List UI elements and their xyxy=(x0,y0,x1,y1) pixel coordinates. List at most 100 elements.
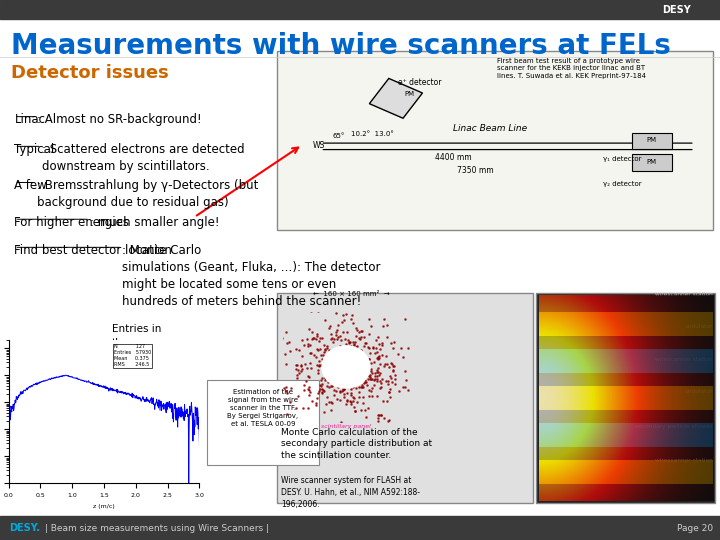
Point xyxy=(355,326,366,335)
Point xyxy=(418,316,430,325)
Point xyxy=(364,372,376,381)
Point xyxy=(356,382,368,391)
Point xyxy=(302,372,314,381)
Point xyxy=(281,383,292,391)
Point xyxy=(324,397,336,406)
Point xyxy=(361,403,373,412)
Point xyxy=(333,292,344,300)
Point xyxy=(325,333,337,342)
Bar xyxy=(0,516,720,540)
Point xyxy=(397,353,409,362)
Point xyxy=(330,327,342,336)
Point xyxy=(374,369,386,377)
Bar xyxy=(277,293,533,503)
Bar xyxy=(632,133,672,149)
Point xyxy=(348,340,360,349)
Point xyxy=(315,382,327,390)
Point xyxy=(324,383,336,392)
Bar xyxy=(0,0,720,19)
Point xyxy=(387,360,398,368)
Text: γ₂ detector: γ₂ detector xyxy=(603,180,642,187)
Text: A few: A few xyxy=(14,179,47,192)
Point xyxy=(350,343,361,352)
Point xyxy=(431,292,443,300)
Bar xyxy=(539,349,713,373)
Point xyxy=(268,374,279,383)
Point xyxy=(452,260,464,269)
Point xyxy=(298,385,310,394)
Point xyxy=(344,338,356,347)
Point xyxy=(320,346,331,354)
Point xyxy=(247,372,258,380)
Point xyxy=(302,404,314,413)
Text: wirescanner station: wirescanner station xyxy=(655,457,713,463)
Point xyxy=(311,329,323,338)
Point xyxy=(234,373,246,381)
Point xyxy=(304,341,315,349)
Point xyxy=(312,394,323,403)
Point xyxy=(310,353,321,361)
Point xyxy=(362,443,374,452)
Point xyxy=(381,321,392,329)
Point xyxy=(381,359,392,368)
Point xyxy=(266,411,278,420)
Point xyxy=(284,347,296,356)
Point xyxy=(385,374,397,383)
Point xyxy=(360,413,372,421)
Point xyxy=(312,388,324,397)
Point xyxy=(342,397,354,406)
Text: DESY.: DESY. xyxy=(9,523,40,533)
Point xyxy=(317,333,328,342)
Point xyxy=(365,349,377,357)
Point xyxy=(347,319,359,328)
Point xyxy=(366,392,378,400)
Point xyxy=(291,373,302,382)
Point xyxy=(374,383,385,392)
Text: secondary particle shower: secondary particle shower xyxy=(635,424,713,429)
Point xyxy=(243,363,254,372)
Point xyxy=(303,390,315,399)
Text: γ₁ detector: γ₁ detector xyxy=(603,156,642,162)
Point xyxy=(317,389,328,397)
Point xyxy=(360,378,372,387)
Point xyxy=(323,323,335,332)
Text: DESY: DESY xyxy=(662,5,691,15)
Point xyxy=(336,318,348,326)
Point xyxy=(344,397,356,406)
Text: ←  160 × 160 mm²  →: ← 160 × 160 mm² → xyxy=(313,291,390,298)
Point xyxy=(395,343,406,352)
Text: PM: PM xyxy=(647,159,657,165)
Point xyxy=(359,339,370,348)
Point xyxy=(320,345,331,354)
Point xyxy=(291,364,302,373)
Point xyxy=(376,382,387,391)
Point xyxy=(314,380,325,389)
Point xyxy=(319,373,330,382)
Point xyxy=(320,315,331,324)
Point xyxy=(296,367,307,375)
Point xyxy=(294,304,305,313)
Point xyxy=(372,295,383,304)
Point xyxy=(366,375,377,383)
Point xyxy=(441,298,452,306)
Point xyxy=(377,339,388,347)
Point xyxy=(382,380,394,388)
Point xyxy=(402,385,413,394)
Point xyxy=(416,362,428,371)
Point xyxy=(350,332,361,340)
Point xyxy=(372,333,384,342)
Point xyxy=(334,342,346,350)
Point xyxy=(347,393,359,402)
Point xyxy=(374,377,386,386)
Point xyxy=(304,422,315,431)
Point xyxy=(334,332,346,341)
Point xyxy=(285,383,297,392)
Point xyxy=(338,393,350,401)
Point xyxy=(372,414,384,422)
Point xyxy=(384,415,395,424)
Point xyxy=(384,372,395,381)
Point xyxy=(293,216,305,225)
Point xyxy=(373,285,384,293)
Point xyxy=(363,392,374,400)
Point xyxy=(330,386,342,395)
